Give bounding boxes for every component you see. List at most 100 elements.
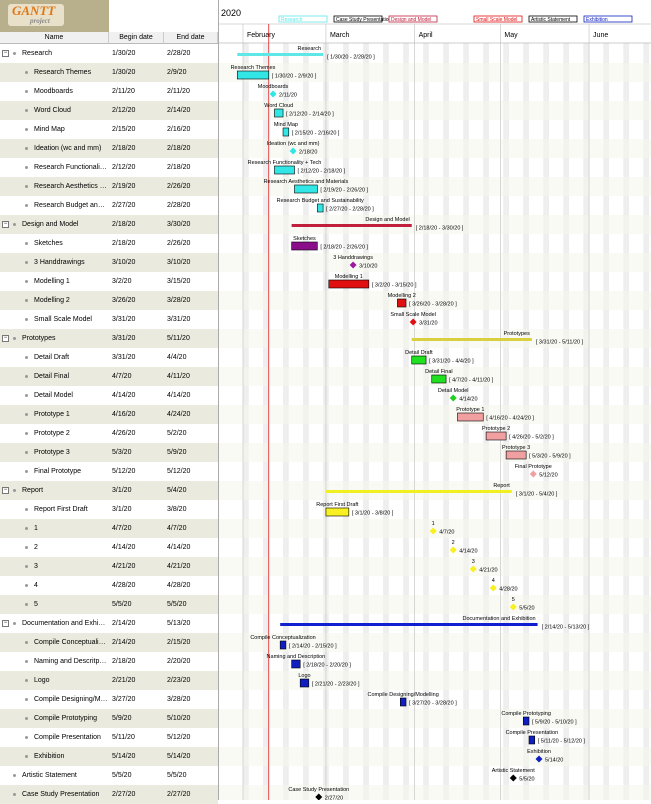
task-end-date[interactable]: 2/28/20 bbox=[167, 202, 191, 209]
table-row[interactable]: Research Aesthetics and... 2/19/20 2/26/20 bbox=[0, 177, 218, 196]
task-begin-date[interactable]: 3/2/20 bbox=[112, 278, 132, 285]
task-begin-date[interactable]: 2/27/20 bbox=[112, 202, 136, 209]
table-row[interactable]: 4 4/28/20 4/28/20 bbox=[0, 576, 218, 595]
milestone-diamond-icon[interactable] bbox=[529, 470, 537, 478]
task-end-date[interactable]: 5/11/20 bbox=[167, 335, 190, 342]
task-end-date[interactable]: 5/5/20 bbox=[167, 772, 187, 779]
summary-bar[interactable] bbox=[411, 338, 532, 341]
task-end-date[interactable]: 3/15/20 bbox=[167, 278, 191, 285]
task-begin-date[interactable]: 2/18/20 bbox=[112, 221, 136, 228]
milestone-diamond-icon[interactable] bbox=[315, 793, 323, 801]
task-end-date[interactable]: 2/20/20 bbox=[167, 658, 191, 665]
task-name[interactable]: Case Study Presentation bbox=[22, 791, 100, 798]
table-row[interactable]: Prototype 2 4/26/20 5/2/20 bbox=[0, 424, 218, 443]
task-end-date[interactable]: 3/31/20 bbox=[167, 316, 191, 323]
task-name[interactable]: Documentation and Exhibiti... bbox=[22, 620, 108, 627]
task-begin-date[interactable]: 5/12/20 bbox=[112, 468, 136, 475]
column-header-end[interactable]: End date bbox=[164, 32, 218, 44]
task-begin-date[interactable]: 2/27/20 bbox=[112, 791, 136, 798]
task-name[interactable]: Research Aesthetics and... bbox=[34, 183, 108, 190]
task-end-date[interactable]: 5/14/20 bbox=[167, 753, 191, 760]
task-name[interactable]: 5 bbox=[34, 601, 38, 608]
task-end-date[interactable]: 4/21/20 bbox=[167, 563, 191, 570]
table-row[interactable]: Final Prototype 5/12/20 5/12/20 bbox=[0, 462, 218, 481]
task-begin-date[interactable]: 5/11/20 bbox=[112, 734, 135, 741]
task-name[interactable]: Exhibition bbox=[34, 753, 65, 760]
task-bar[interactable] bbox=[397, 298, 407, 308]
table-row[interactable]: Research Functionality ... 2/12/20 2/18/20 bbox=[0, 158, 218, 177]
task-end-date[interactable]: 2/23/20 bbox=[167, 677, 191, 684]
table-row[interactable]: Detail Draft 3/31/20 4/4/20 bbox=[0, 348, 218, 367]
task-bar[interactable] bbox=[485, 431, 507, 441]
task-name[interactable]: Logo bbox=[34, 677, 50, 684]
table-row[interactable]: − Design and Model 2/18/20 3/30/20 bbox=[0, 215, 218, 234]
task-begin-date[interactable]: 3/1/20 bbox=[112, 487, 132, 494]
task-end-date[interactable]: 5/9/20 bbox=[167, 449, 187, 456]
table-row[interactable]: Moodboards 2/11/20 2/11/20 bbox=[0, 82, 218, 101]
table-row[interactable]: Mind Map 2/15/20 2/16/20 bbox=[0, 120, 218, 139]
task-begin-date[interactable]: 5/3/20 bbox=[112, 449, 132, 456]
task-name[interactable]: Research Themes bbox=[34, 69, 92, 76]
summary-bar[interactable] bbox=[291, 224, 412, 227]
task-end-date[interactable]: 2/27/20 bbox=[167, 791, 191, 798]
task-name[interactable]: Mind Map bbox=[34, 126, 65, 133]
table-row[interactable]: Modelling 1 3/2/20 3/15/20 bbox=[0, 272, 218, 291]
table-row[interactable]: 3 4/21/20 4/21/20 bbox=[0, 557, 218, 576]
task-begin-date[interactable]: 2/15/20 bbox=[112, 126, 136, 133]
column-header-name[interactable]: Name bbox=[0, 32, 109, 44]
table-row[interactable]: Naming and Descritption 2/18/20 2/20/20 bbox=[0, 652, 218, 671]
task-end-date[interactable]: 2/16/20 bbox=[167, 126, 191, 133]
task-begin-date[interactable]: 2/14/20 bbox=[112, 639, 136, 646]
task-name[interactable]: Word Cloud bbox=[34, 107, 71, 114]
table-row[interactable]: Exhibition 5/14/20 5/14/20 bbox=[0, 747, 218, 766]
summary-bar[interactable] bbox=[237, 53, 324, 56]
table-row[interactable]: Case Study Presentation 2/27/20 2/27/20 bbox=[0, 785, 218, 804]
task-name[interactable]: Research Functionality ... bbox=[34, 164, 108, 171]
table-row[interactable]: 5 5/5/20 5/5/20 bbox=[0, 595, 218, 614]
collapse-toggle-icon[interactable]: − bbox=[2, 487, 9, 494]
table-row[interactable]: Ideation (wc and mm) 2/18/20 2/18/20 bbox=[0, 139, 218, 158]
task-name[interactable]: Research bbox=[22, 50, 52, 57]
task-begin-date[interactable]: 4/14/20 bbox=[112, 544, 136, 551]
task-bar[interactable] bbox=[528, 735, 536, 745]
task-bar[interactable] bbox=[291, 659, 301, 669]
task-bar[interactable] bbox=[294, 184, 318, 194]
task-bar[interactable] bbox=[457, 412, 484, 422]
table-row[interactable]: Research Budget and Su... 2/27/20 2/28/20 bbox=[0, 196, 218, 215]
task-end-date[interactable]: 3/30/20 bbox=[167, 221, 191, 228]
table-row[interactable]: Compile Conceptualizati... 2/14/20 2/15/20 bbox=[0, 633, 218, 652]
task-name[interactable]: Detail Draft bbox=[34, 354, 70, 361]
task-begin-date[interactable]: 4/26/20 bbox=[112, 430, 136, 437]
collapse-toggle-icon[interactable]: − bbox=[2, 221, 9, 228]
task-name[interactable]: Prototype 3 bbox=[34, 449, 70, 456]
task-bar[interactable] bbox=[431, 374, 447, 384]
task-begin-date[interactable]: 5/5/20 bbox=[112, 772, 132, 779]
task-name[interactable]: Modelling 1 bbox=[34, 278, 70, 285]
table-row[interactable]: Compile Prototyping 5/9/20 5/10/20 bbox=[0, 709, 218, 728]
table-row[interactable]: 3 Handdrawings 3/10/20 3/10/20 bbox=[0, 253, 218, 272]
milestone-diamond-icon[interactable] bbox=[429, 527, 437, 535]
task-bar[interactable] bbox=[274, 108, 284, 118]
table-row[interactable]: Compile Designing/Mo... 3/27/20 3/28/20 bbox=[0, 690, 218, 709]
task-begin-date[interactable]: 2/12/20 bbox=[112, 107, 136, 114]
collapse-toggle-icon[interactable]: − bbox=[2, 335, 9, 342]
table-row[interactable]: − Report 3/1/20 5/4/20 bbox=[0, 481, 218, 500]
task-name[interactable]: Research Budget and Su... bbox=[34, 202, 108, 209]
task-end-date[interactable]: 5/4/20 bbox=[167, 487, 187, 494]
table-row[interactable]: Modelling 2 3/26/20 3/28/20 bbox=[0, 291, 218, 310]
task-end-date[interactable]: 2/18/20 bbox=[167, 145, 191, 152]
task-name[interactable]: Modelling 2 bbox=[34, 297, 70, 304]
table-row[interactable]: Prototype 3 5/3/20 5/9/20 bbox=[0, 443, 218, 462]
task-begin-date[interactable]: 5/9/20 bbox=[112, 715, 132, 722]
collapse-toggle-icon[interactable]: − bbox=[2, 620, 9, 627]
table-row[interactable]: Small Scale Model 3/31/20 3/31/20 bbox=[0, 310, 218, 329]
task-name[interactable]: 4 bbox=[34, 582, 38, 589]
task-end-date[interactable]: 3/28/20 bbox=[167, 696, 191, 703]
task-name[interactable]: Moodboards bbox=[34, 88, 73, 95]
task-begin-date[interactable]: 4/21/20 bbox=[112, 563, 136, 570]
task-bar[interactable] bbox=[400, 697, 407, 707]
task-begin-date[interactable]: 2/19/20 bbox=[112, 183, 136, 190]
task-name[interactable]: Compile Presentation bbox=[34, 734, 101, 741]
task-end-date[interactable]: 2/26/20 bbox=[167, 240, 191, 247]
task-end-date[interactable]: 2/26/20 bbox=[167, 183, 191, 190]
